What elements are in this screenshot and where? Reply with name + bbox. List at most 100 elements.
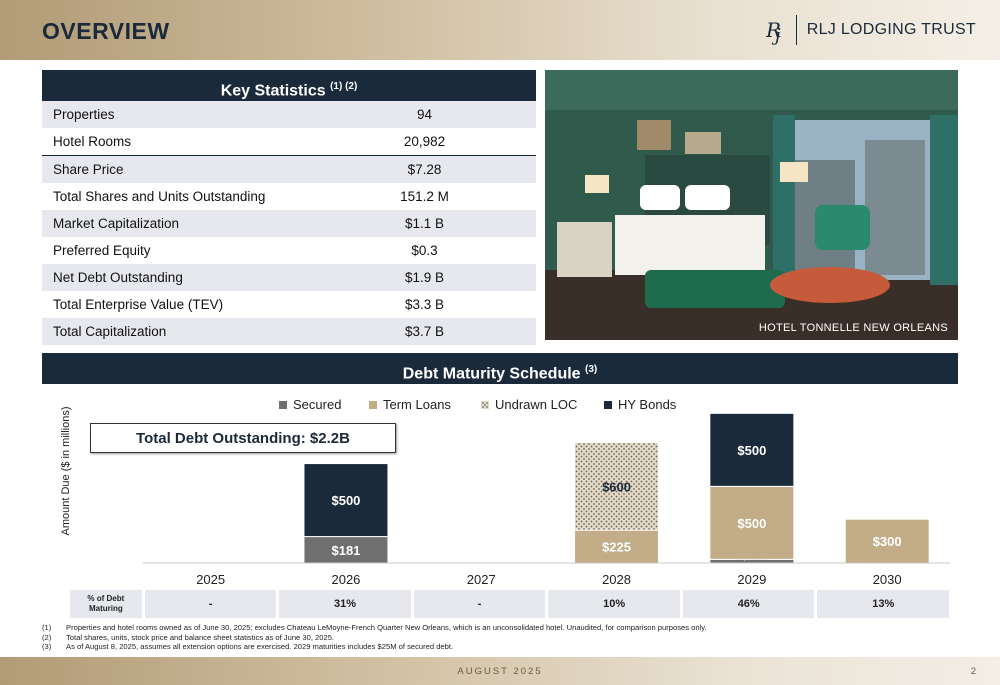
stat-label: Properties xyxy=(53,107,115,122)
photo-caption: HOTEL TONNELLE NEW ORLEANS xyxy=(758,322,948,334)
chart-legend: Secured Term Loans Undrawn LOC HY Bonds xyxy=(0,397,1000,415)
stat-value: $0.3 xyxy=(411,243,438,258)
pct-maturing-value: - xyxy=(144,590,277,618)
x-tick-label: 2028 xyxy=(602,572,631,587)
debt-schedule-footnote-ref: (3) xyxy=(585,364,598,375)
footer-band: AUGUST 2025 2 xyxy=(0,657,1000,685)
bar-term-loans-2028 xyxy=(574,529,660,564)
key-statistics-table: Key Statistics (1) (2) Properties 94 Hot… xyxy=(42,70,536,345)
svg-text:j: j xyxy=(771,25,781,45)
total-debt-callout: Total Debt Outstanding: $2.2B xyxy=(90,423,396,453)
legend-item-secured: Secured xyxy=(279,397,341,412)
data-label-chip xyxy=(736,546,767,564)
page-number: 2 xyxy=(970,666,976,677)
x-tick-label: 2027 xyxy=(467,572,496,587)
header-band: OVERVIEW R j RLJ LODGING TRUST xyxy=(0,0,1000,60)
bar-term-loans-2029 xyxy=(709,485,795,560)
pct-maturing-value: 10% xyxy=(548,590,680,618)
stat-label: Hotel Rooms xyxy=(53,134,132,149)
legend-label: Term Loans xyxy=(383,397,451,412)
stat-value: 94 xyxy=(416,107,433,122)
stat-value: 20,982 xyxy=(403,134,446,149)
legend-label: HY Bonds xyxy=(618,397,677,412)
bar-hy-bonds-2026 xyxy=(303,463,389,538)
data-label: $25 xyxy=(741,547,763,562)
pct-maturing-value: 13% xyxy=(817,590,950,618)
svg-text:R: R xyxy=(766,18,781,42)
table-row: Net Debt Outstanding $1.9 B xyxy=(42,264,536,291)
brand-name: RLJ LODGING TRUST xyxy=(806,21,976,38)
legend-swatch xyxy=(279,400,287,409)
footnote-text: Total shares, units, stock price and bal… xyxy=(66,632,335,642)
stat-value: $7.28 xyxy=(407,162,442,177)
table-row: Hotel Rooms 20,982 xyxy=(42,128,536,156)
bar-undrawn-loc-2028 xyxy=(574,442,660,531)
debt-schedule-header: Debt Maturity Schedule (3) xyxy=(42,353,958,384)
stat-value: 151.2 M xyxy=(400,189,449,204)
table-row: Total Capitalization $3.7 B xyxy=(42,318,536,345)
stat-value: $1.9 B xyxy=(404,270,445,285)
y-axis-label: Amount Due ($ in millions) xyxy=(60,406,72,536)
data-label: $225 xyxy=(602,540,631,555)
stat-label: Share Price xyxy=(53,162,124,177)
footer-date: AUGUST 2025 xyxy=(457,666,543,677)
stat-label: Preferred Equity xyxy=(53,243,151,258)
data-label: $500 xyxy=(737,443,766,458)
data-label: $500 xyxy=(737,516,766,531)
x-tick-label: 2029 xyxy=(737,572,766,587)
x-tick-label: 2030 xyxy=(873,572,902,587)
stat-value: $3.7 B xyxy=(404,324,445,339)
brand-lockup: R j RLJ LODGING TRUST xyxy=(766,14,976,46)
footnote-number: (1) xyxy=(42,623,52,632)
stat-label: Net Debt Outstanding xyxy=(53,270,183,285)
x-tick-label: 2026 xyxy=(331,572,360,587)
pct-maturing-label: % of Debt Maturing xyxy=(70,590,142,618)
table-row: Total Enterprise Value (TEV) $3.3 B xyxy=(42,291,536,318)
stat-label: Total Shares and Units Outstanding xyxy=(53,189,266,204)
bar-hy-bonds-2029 xyxy=(709,412,795,487)
legend-label: Secured xyxy=(293,397,342,412)
key-statistics-title: Key Statistics xyxy=(220,82,326,100)
key-statistics-footnote-refs: (1) (2) xyxy=(330,81,358,92)
bar-secured-2026 xyxy=(303,536,389,564)
legend-label: Undrawn LOC xyxy=(495,397,578,412)
stat-value: $3.3 B xyxy=(404,297,445,312)
pct-maturing-value: - xyxy=(413,590,546,618)
footnote: (3) As of August 8, 2025, assumes all ex… xyxy=(42,642,962,652)
footnote-text: As of August 8, 2025, assumes all extens… xyxy=(66,642,454,651)
footnote: (2) Total shares, units, stock price and… xyxy=(42,633,962,643)
pct-maturing-value: 31% xyxy=(279,590,411,618)
data-label: $500 xyxy=(331,493,360,508)
table-row: Properties 94 xyxy=(42,101,536,128)
debt-schedule-title: Debt Maturity Schedule xyxy=(402,365,581,383)
hotel-room-illustration xyxy=(545,70,958,340)
pct-maturing-table: % of Debt Maturing - 31% - 10% 46% 13% xyxy=(70,590,952,618)
rlj-logo-icon: R j xyxy=(766,18,781,45)
legend-swatch xyxy=(369,400,377,409)
legend-item-hy-bonds: HY Bonds xyxy=(604,397,676,412)
data-label: $181 xyxy=(331,543,360,558)
bar-term-loans-2030 xyxy=(844,518,930,564)
footnote: (1) Properties and hotel rooms owned as … xyxy=(42,623,962,633)
table-row: Total Shares and Units Outstanding 151.2… xyxy=(42,183,536,210)
data-label: $300 xyxy=(873,534,902,549)
key-statistics-header: Key Statistics (1) (2) xyxy=(42,70,536,101)
footnote-number: (3) xyxy=(42,642,52,651)
hotel-photo: HOTEL TONNELLE NEW ORLEANS xyxy=(545,70,958,340)
data-label: $600 xyxy=(602,479,631,494)
stat-label: Total Capitalization xyxy=(53,324,167,339)
table-row: Share Price $7.28 xyxy=(42,156,536,183)
footnote-number: (2) xyxy=(42,632,52,642)
x-tick-label: 2025 xyxy=(196,572,225,587)
stat-label: Total Enterprise Value (TEV) xyxy=(53,297,224,312)
stat-value: $1.1 B xyxy=(404,216,445,231)
table-row: Market Capitalization $1.1 B xyxy=(42,210,536,237)
bar-secured-2029 xyxy=(709,558,795,564)
legend-swatch xyxy=(604,400,612,409)
brand-divider xyxy=(795,15,797,45)
footnotes: (1) Properties and hotel rooms owned as … xyxy=(42,623,962,652)
legend-item-term-loans: Term Loans xyxy=(369,397,451,412)
legend-item-undrawn-loc: Undrawn LOC xyxy=(481,397,577,412)
table-row: Preferred Equity $0.3 xyxy=(42,237,536,264)
stat-label: Market Capitalization xyxy=(53,216,180,231)
